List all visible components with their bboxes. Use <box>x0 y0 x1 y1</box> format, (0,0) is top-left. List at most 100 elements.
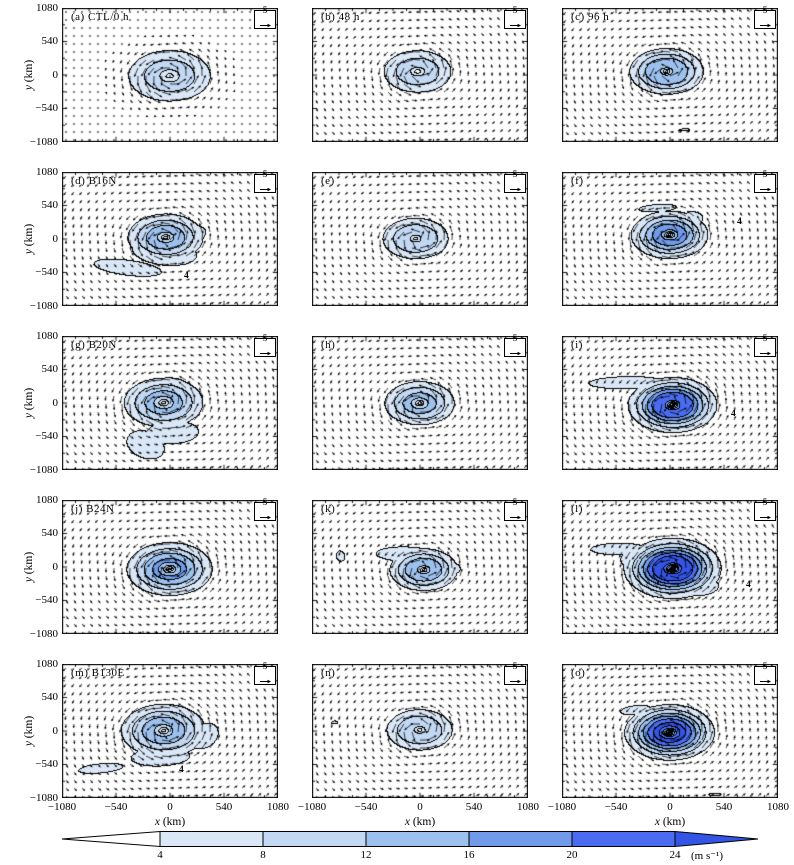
colorbar-tick: 24 <box>669 849 681 861</box>
scale-arrow-box: 5 <box>504 170 526 193</box>
vector-field-canvas-g <box>62 336 278 470</box>
scale-arrow-value: 5 <box>762 169 768 180</box>
contour-label: 4 <box>179 764 184 775</box>
panel-n: (n) 5 −1080 −540 0 540 1080 x (km) <box>298 661 539 828</box>
x-axis-label: x (km) <box>144 816 196 828</box>
y-axis-label: y (km) <box>23 378 35 428</box>
scale-arrow-icon <box>259 671 271 689</box>
scale-arrow-value: 5 <box>262 169 268 180</box>
x-axis-tick: −1080 <box>47 801 77 813</box>
scale-arrow-value: 5 <box>512 333 518 344</box>
x-axis-tick: −540 <box>104 801 128 813</box>
y-axis-label-var: y <box>23 413 35 419</box>
x-axis-label-unit: (km) <box>159 816 186 828</box>
scale-arrow-value: 5 <box>762 661 768 672</box>
panel-d: (d) B16N 5 4 1080 540 0 −540 −1080 y (km) <box>23 166 278 311</box>
vector-field-canvas-c <box>562 8 778 142</box>
x-axis-tick: 540 <box>465 801 483 813</box>
x-axis-tick: −1080 <box>297 801 327 813</box>
scale-arrow-icon <box>759 15 771 33</box>
panel-h: (h) 5 <box>312 333 528 470</box>
panel-label-l: (l) <box>571 503 583 515</box>
vector-field-canvas-j <box>62 500 278 634</box>
y-axis-tick: 540 <box>41 199 59 211</box>
scale-arrow-icon <box>509 507 521 525</box>
y-axis-tick: −540 <box>35 102 58 114</box>
x-axis-label-var: x <box>404 816 410 828</box>
y-axis-tick: 1080 <box>36 493 58 506</box>
vector-field-canvas-a <box>62 8 278 142</box>
scale-arrow-box: 5 <box>754 334 776 357</box>
y-axis-label-unit: (km) <box>23 223 35 250</box>
scale-arrow-icon <box>259 507 271 525</box>
vector-field-canvas-l <box>562 500 778 634</box>
y-axis-label-var: y <box>23 249 35 255</box>
panel-label-b: (b) 48 h <box>321 11 360 23</box>
colorbar-tick: 16 <box>463 849 475 861</box>
x-axis-tick: 0 <box>667 801 673 813</box>
scale-arrow-icon <box>759 179 771 197</box>
panel-label-m: (m) B130E <box>71 667 125 679</box>
vector-field-canvas-e <box>312 172 528 306</box>
y-axis-label-var: y <box>23 85 35 91</box>
y-axis-tick: −1080 <box>29 627 58 640</box>
scale-arrow-box: 5 <box>504 661 526 685</box>
panel-c: (c) 96 h 5 <box>562 5 778 142</box>
vector-field-canvas-b <box>312 8 528 142</box>
vector-field-canvas-o <box>562 664 778 798</box>
scale-arrow-value: 5 <box>762 5 768 16</box>
x-axis-tick: −1080 <box>547 801 577 813</box>
scale-arrow-value: 5 <box>762 497 768 508</box>
panel-i: (i) 5 4 <box>562 334 778 470</box>
y-axis-label: y (km) <box>23 542 35 592</box>
scale-arrow-box: 5 <box>754 661 776 685</box>
panel-label-g: (g) B20N <box>71 339 117 351</box>
scale-arrow-icon <box>509 343 521 361</box>
colorbar-tick: 20 <box>566 849 578 861</box>
y-axis-tick: 540 <box>41 363 59 375</box>
y-axis-label-unit: (km) <box>23 715 35 742</box>
x-axis-tick: −540 <box>604 801 628 813</box>
scale-arrow-icon <box>509 671 521 689</box>
scale-arrow-box: 5 <box>254 334 276 357</box>
colorbar: 4 8 12 16 20 24 (m s⁻¹) <box>0 829 794 865</box>
x-axis-label-var: x <box>654 816 660 828</box>
contour-label: 4 <box>731 409 736 420</box>
x-axis-tick: 1080 <box>267 801 289 813</box>
panel-label-c: (c) 96 h <box>571 11 610 23</box>
y-axis-tick: 0 <box>52 396 59 409</box>
x-axis-tick: 540 <box>215 801 233 813</box>
scale-arrow-icon <box>259 343 271 361</box>
y-axis-tick: −1080 <box>29 791 58 804</box>
scale-arrow-icon <box>759 507 771 525</box>
scale-arrow-box: 5 <box>254 661 276 685</box>
scale-arrow-value: 5 <box>512 497 518 508</box>
scale-arrow-value: 5 <box>512 5 518 16</box>
panel-label-k: (k) <box>321 503 336 515</box>
colorbar-tick: 12 <box>360 849 372 861</box>
y-axis-tick: 0 <box>52 560 59 573</box>
panel-f: (f) 5 4 <box>562 169 778 306</box>
panel-a: (a) CTL/0 h 5 1080 540 0 −540 −1080 y (km) <box>23 2 278 147</box>
panel-m: (m) B130E 5 4 1080 540 0 −540 −1080 y (km) −1080 −… <box>23 658 289 828</box>
y-axis-tick: −540 <box>35 430 58 442</box>
y-axis-tick: 1080 <box>36 329 58 342</box>
scale-arrow-value: 5 <box>262 661 268 672</box>
scale-arrow-value: 5 <box>512 661 518 672</box>
y-axis-label-var: y <box>23 577 35 583</box>
x-axis-tick: 1080 <box>767 801 789 813</box>
panel-label-o: (o) <box>571 667 586 679</box>
x-axis-label-unit: (km) <box>659 816 686 828</box>
colorbar-tick: 8 <box>260 849 266 861</box>
y-axis-tick: −1080 <box>29 135 58 148</box>
x-axis-tick: 0 <box>417 801 423 813</box>
panel-label-i: (i) <box>571 339 583 351</box>
y-axis-tick: 540 <box>41 691 59 703</box>
y-axis-label-unit: (km) <box>23 387 35 414</box>
y-axis-label: y (km) <box>23 706 35 756</box>
vector-field-canvas-d <box>62 172 278 306</box>
panel-label-a: (a) CTL/0 h <box>71 11 130 23</box>
y-axis-label-unit: (km) <box>23 551 35 578</box>
y-axis-tick: −540 <box>35 758 58 770</box>
